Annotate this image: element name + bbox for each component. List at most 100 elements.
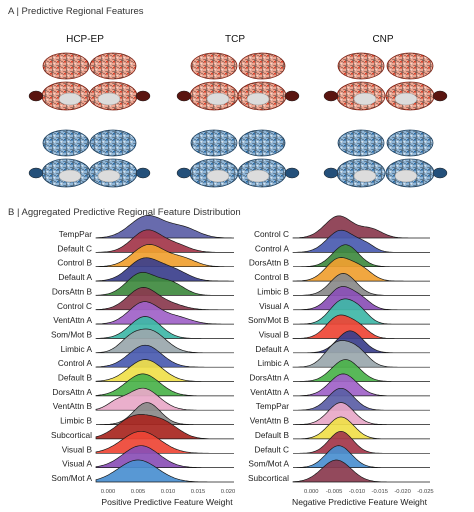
ridge-ventattn-a bbox=[95, 301, 234, 325]
ridge-visual-b bbox=[95, 430, 234, 454]
brain-tcp-negative-lateral-right bbox=[238, 129, 286, 157]
brain-hcp-ep-negative-medial-wall-left bbox=[58, 169, 82, 183]
ridge-control-b bbox=[95, 244, 234, 268]
x-tick-label: 0.000 bbox=[101, 489, 116, 495]
brain-cnp-positive-subcortical-right bbox=[432, 90, 448, 102]
brain-tcp-positive-medial-wall-right bbox=[246, 92, 270, 106]
ridge-dorsattn-a bbox=[293, 359, 430, 382]
brain-cnp-positive-lateral-right bbox=[386, 52, 434, 80]
y-tick-label: Visual B bbox=[259, 329, 290, 339]
y-tick-label: VentAttn A bbox=[250, 387, 289, 397]
y-tick-label: Control B bbox=[254, 272, 289, 282]
panel-a-label: A | Predictive Regional Features bbox=[8, 6, 144, 17]
brain-tcp-positive-subcortical-left bbox=[176, 90, 192, 102]
brain-hcp-ep-positive-medial-wall-left bbox=[58, 92, 82, 106]
y-tick-label: Control A bbox=[255, 243, 290, 253]
brain-hcp-ep-positive-lateral-right bbox=[89, 52, 137, 80]
y-tick-label: Visual A bbox=[62, 459, 92, 469]
y-tick-label: DorsAttn A bbox=[52, 387, 92, 397]
ridge-control-c bbox=[95, 287, 234, 311]
column-title-hcp-ep: HCP-EP bbox=[66, 34, 104, 45]
ridge-limbic-a bbox=[292, 340, 430, 368]
ridge-limbic-b bbox=[293, 273, 430, 296]
brain-hcp-ep-negative-medial-wall-right bbox=[97, 169, 121, 183]
ridge-default-b bbox=[293, 416, 430, 440]
ridge-ventattn-b bbox=[95, 387, 234, 411]
ridge-default-c bbox=[293, 430, 430, 454]
brain-cnp-negative-subcortical-left bbox=[323, 167, 339, 179]
ridge-som-mot-b bbox=[293, 298, 430, 325]
y-tick-label: Visual A bbox=[259, 301, 289, 311]
x-tick-label: 0.005 bbox=[131, 489, 146, 495]
x-tick-label: -0.025 bbox=[417, 489, 433, 495]
x-tick-label: 0.000 bbox=[304, 489, 319, 495]
ridge-visual-a bbox=[292, 286, 430, 311]
x-tick-label: -0.015 bbox=[372, 489, 388, 495]
brain-tcp-positive-subcortical-right bbox=[284, 90, 300, 102]
y-tick-label: Default B bbox=[58, 373, 93, 383]
ridge-default-a bbox=[293, 330, 430, 354]
y-tick-label: Som/Mot A bbox=[51, 473, 92, 483]
x-tick-label: -0.020 bbox=[394, 489, 410, 495]
brain-cnp-positive-medial-wall-right bbox=[394, 92, 418, 106]
x-tick-label: 0.010 bbox=[161, 489, 176, 495]
ridgeline-negative: 0.000 -0.005 -0.010 -0.015 -0.020 -0.025 Negat… bbox=[248, 215, 434, 507]
y-tick-label: Default A bbox=[58, 272, 92, 282]
y-tick-label: DorsAttn B bbox=[52, 286, 93, 296]
ridge-control-b bbox=[292, 257, 430, 282]
y-tick-label: Default B bbox=[255, 430, 290, 440]
y-tick-label: Limbic B bbox=[257, 286, 289, 296]
x-axis-label: Positive Predictive Feature Weight bbox=[101, 497, 233, 507]
brain-hcp-ep-negative-subcortical-right bbox=[135, 167, 151, 179]
column-title-cnp: CNP bbox=[372, 34, 394, 45]
y-tick-label: TempPar bbox=[256, 401, 289, 411]
ridge-visual-b bbox=[292, 314, 430, 339]
x-tick-label: 0.020 bbox=[221, 489, 236, 495]
ridge-som-mot-a bbox=[95, 459, 234, 483]
brain-cnp-negative-lateral-left bbox=[337, 129, 385, 157]
ridge-som-mot-b bbox=[95, 316, 234, 339]
x-axis-label: Negative Predictive Feature Weight bbox=[292, 497, 428, 507]
ridge-dorsattn-b bbox=[95, 272, 234, 296]
brain-cnp-negative-medial-wall-right bbox=[394, 169, 418, 183]
y-tick-label: Limbic B bbox=[60, 416, 92, 426]
y-tick-label: Control C bbox=[57, 301, 92, 311]
ridge-temppar bbox=[293, 387, 430, 411]
y-tick-label: Default A bbox=[255, 344, 289, 354]
y-tick-label: DorsAttn B bbox=[249, 258, 290, 268]
brain-cnp-negative-medial-wall-left bbox=[353, 169, 377, 183]
brain-hcp-ep-negative-lateral-left bbox=[42, 129, 90, 157]
x-tick-label: 0.015 bbox=[191, 489, 206, 495]
ridge-default-a bbox=[95, 257, 234, 282]
y-tick-label: TempPar bbox=[59, 229, 92, 239]
ridge-ventattn-a bbox=[292, 373, 430, 397]
x-tick-label: -0.010 bbox=[349, 489, 365, 495]
ridge-dorsattn-a bbox=[95, 373, 234, 397]
column-title-tcp: TCP bbox=[225, 34, 245, 45]
ridge-control-a bbox=[95, 344, 234, 368]
y-tick-label: VentAttn A bbox=[53, 315, 92, 325]
y-tick-label: VentAttn B bbox=[250, 416, 290, 426]
x-tick-label: -0.005 bbox=[326, 489, 342, 495]
brain-hcp-ep-positive-subcortical-right bbox=[135, 90, 151, 102]
brain-cnp-positive-lateral-left bbox=[337, 52, 385, 80]
ridge-default-c bbox=[95, 229, 234, 253]
ridge-dorsattn-b bbox=[293, 244, 430, 268]
y-tick-label: Default C bbox=[254, 444, 289, 454]
brain-tcp-positive-lateral-left bbox=[190, 52, 238, 80]
y-tick-label: Limbic A bbox=[258, 358, 290, 368]
y-tick-label: Limbic A bbox=[61, 344, 93, 354]
brain-hcp-ep-negative-lateral-right bbox=[89, 129, 137, 157]
brain-tcp-negative-medial-wall-right bbox=[246, 169, 270, 183]
brain-tcp-negative-subcortical-right bbox=[284, 167, 300, 179]
brain-tcp-positive-medial-wall-left bbox=[206, 92, 230, 106]
brain-hcp-ep-negative-subcortical-left bbox=[28, 167, 44, 179]
brain-cnp-negative-subcortical-right bbox=[432, 167, 448, 179]
brain-hcp-ep-positive-lateral-left bbox=[42, 52, 90, 80]
brain-tcp-negative-lateral-left bbox=[190, 129, 238, 157]
brain-tcp-positive-lateral-right bbox=[238, 52, 286, 80]
ridgeline-positive: 0.000 0.005 0.010 0.015 0.020 Positive Predic… bbox=[51, 215, 235, 507]
brain-cnp-positive-medial-wall-left bbox=[353, 92, 377, 106]
brain-cnp-negative-lateral-right bbox=[386, 129, 434, 157]
y-tick-label: Som/Mot B bbox=[248, 315, 290, 325]
